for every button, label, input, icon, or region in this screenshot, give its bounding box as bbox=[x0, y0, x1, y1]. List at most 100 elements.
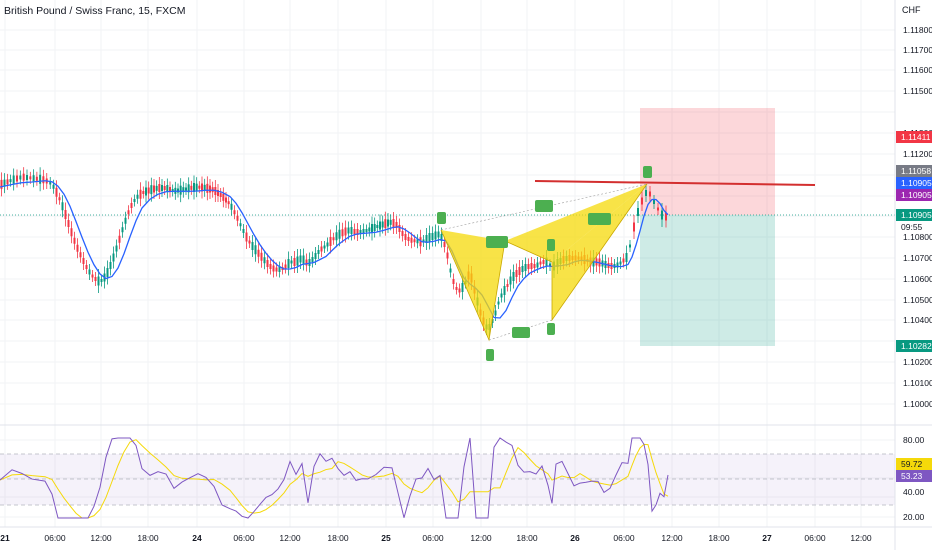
candle-body bbox=[269, 264, 272, 269]
candle-body bbox=[344, 227, 347, 236]
candle-body bbox=[512, 272, 515, 281]
time-tick-label: 12:00 bbox=[850, 533, 872, 543]
candle-body bbox=[398, 225, 401, 232]
candle-body bbox=[230, 203, 233, 210]
candle-body bbox=[35, 176, 38, 181]
time-tick-label: 06:00 bbox=[613, 533, 635, 543]
candle-body bbox=[42, 176, 45, 184]
stop-loss-zone bbox=[640, 108, 775, 215]
candle-body bbox=[549, 263, 551, 267]
price-badge bbox=[896, 209, 932, 221]
harmonic-pattern-right bbox=[505, 184, 647, 262]
candle-body bbox=[284, 264, 287, 269]
candle-body bbox=[6, 179, 9, 185]
candle-body bbox=[521, 266, 524, 272]
price-badge bbox=[896, 131, 932, 143]
candle-body bbox=[49, 181, 52, 185]
candle-body bbox=[332, 237, 335, 241]
candle-body bbox=[145, 187, 147, 196]
time-tick-label: 25 bbox=[381, 533, 391, 543]
candle-body bbox=[139, 189, 142, 199]
price-tick-label: 1.11700 bbox=[903, 45, 932, 55]
candle-body bbox=[347, 227, 350, 234]
candle-body bbox=[67, 220, 70, 227]
candle-body bbox=[431, 233, 434, 240]
candle-body bbox=[290, 260, 293, 264]
candle-body bbox=[428, 233, 431, 242]
candle-body bbox=[222, 193, 225, 201]
price-badge-label: 1.10282 bbox=[901, 341, 932, 351]
price-badge-label: 1.11411 bbox=[901, 132, 931, 142]
countdown-label: 09:55 bbox=[901, 222, 923, 232]
candle-body bbox=[657, 207, 659, 211]
price-tick-label: 1.10500 bbox=[903, 295, 932, 305]
candle-body bbox=[633, 222, 635, 232]
candle-body bbox=[299, 255, 302, 263]
pattern-point-label bbox=[486, 349, 494, 361]
pattern-point-label bbox=[643, 166, 652, 178]
price-tick-label: 1.11500 bbox=[903, 86, 932, 96]
candle-body bbox=[317, 250, 320, 254]
candle-body bbox=[404, 234, 407, 240]
time-tick-label: 26 bbox=[570, 533, 580, 543]
candle-body bbox=[190, 185, 193, 190]
time-tick-label: 06:00 bbox=[233, 533, 255, 543]
candle-body bbox=[85, 265, 88, 269]
candle-body bbox=[32, 175, 35, 182]
rsi-band bbox=[0, 454, 895, 505]
candle-body bbox=[272, 265, 275, 272]
candle-body bbox=[100, 279, 103, 282]
time-tick-label: 12:00 bbox=[661, 533, 683, 543]
rsi-line bbox=[0, 437, 669, 519]
symbol-title[interactable]: British Pound / Swiss Franc, 15, FXCM bbox=[4, 5, 186, 17]
price-tick-label: 1.10700 bbox=[903, 253, 932, 263]
candle-body bbox=[440, 234, 443, 241]
pattern-point-label bbox=[512, 327, 530, 338]
candle-body bbox=[419, 237, 422, 247]
time-tick-label: 21 bbox=[0, 533, 10, 543]
take-profit-zone bbox=[640, 215, 775, 346]
rsi-badge bbox=[896, 458, 932, 470]
time-tick-label: 06:00 bbox=[422, 533, 444, 543]
candle-body bbox=[384, 219, 387, 229]
candle-body bbox=[625, 253, 628, 262]
pattern-point-label bbox=[547, 323, 555, 335]
resistance-trendline bbox=[534, 180, 816, 186]
rsi-badge-label: 59.72 bbox=[901, 459, 923, 469]
candle-body bbox=[413, 239, 416, 243]
pattern-outline bbox=[440, 183, 648, 342]
candle-body bbox=[494, 310, 497, 316]
candle-body bbox=[233, 210, 236, 215]
time-tick-label: 18:00 bbox=[708, 533, 730, 543]
candle-body bbox=[182, 187, 185, 193]
candle-body bbox=[219, 193, 222, 197]
rsi-tick-label: 80.00 bbox=[903, 435, 925, 445]
candle-body bbox=[203, 184, 206, 191]
time-tick-label: 18:00 bbox=[327, 533, 349, 543]
candle-body bbox=[55, 187, 58, 197]
candle-body bbox=[308, 259, 311, 266]
candle-body bbox=[530, 263, 533, 269]
candle-body bbox=[26, 175, 28, 180]
candle-body bbox=[130, 203, 133, 208]
candle-body bbox=[376, 225, 379, 228]
candle-body bbox=[206, 183, 209, 193]
pattern-point-label bbox=[588, 213, 611, 225]
candle-body bbox=[661, 210, 663, 220]
candle-body bbox=[171, 189, 174, 192]
time-tick-label: 27 bbox=[762, 533, 772, 543]
price-badge bbox=[896, 189, 932, 201]
price-badge bbox=[896, 165, 932, 177]
candle-body bbox=[118, 235, 121, 243]
pattern-point-label bbox=[486, 236, 508, 248]
candle-body bbox=[225, 197, 227, 203]
candle-body bbox=[407, 237, 410, 241]
time-tick-label: 18:00 bbox=[137, 533, 159, 543]
price-tick-label: 1.10800 bbox=[903, 232, 932, 242]
candle-body bbox=[153, 185, 155, 193]
candle-body bbox=[368, 227, 371, 232]
candle-body bbox=[455, 287, 458, 290]
candle-body bbox=[127, 210, 130, 215]
time-tick-label: 12:00 bbox=[470, 533, 492, 543]
